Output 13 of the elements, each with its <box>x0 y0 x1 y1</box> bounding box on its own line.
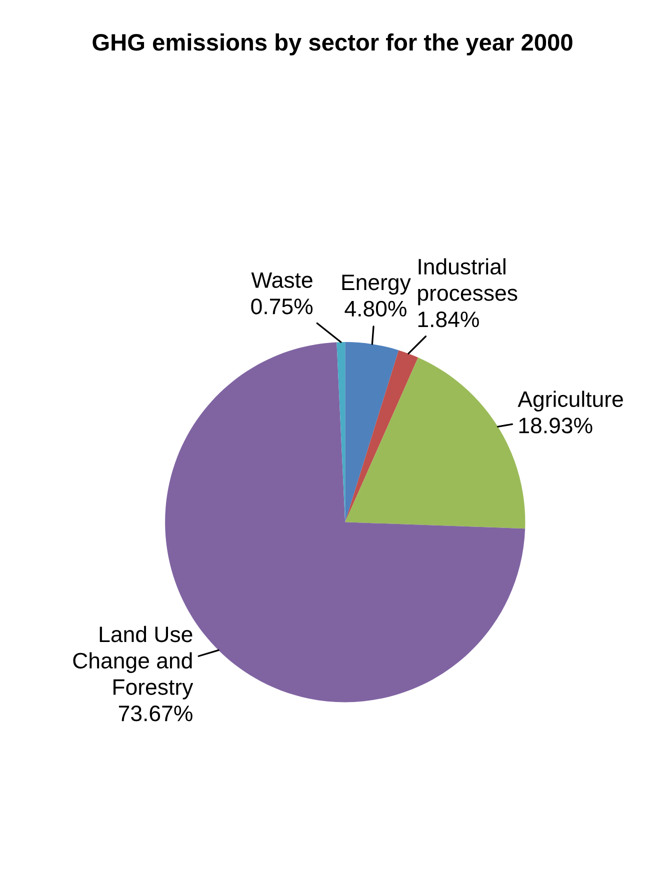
data-label: 4.80% <box>344 300 406 317</box>
slice-label: Waste <box>251 272 312 288</box>
slice-label: Land Use Change and Forestry <box>73 626 194 700</box>
slice-label: Industrial processes <box>418 258 518 306</box>
slice-label: Energy <box>342 274 411 295</box>
chart-title: GHG emissions by sector for the year 2000 <box>92 33 572 56</box>
data-label: 0.75% <box>251 298 313 314</box>
slice-label: Agriculture <box>518 390 623 412</box>
data-label: 73.67% <box>118 706 192 722</box>
pie-slice <box>345 350 418 522</box>
data-label: 18.93% <box>519 418 592 434</box>
data-label: 1.84% <box>418 312 479 328</box>
pie-slice <box>345 342 399 522</box>
